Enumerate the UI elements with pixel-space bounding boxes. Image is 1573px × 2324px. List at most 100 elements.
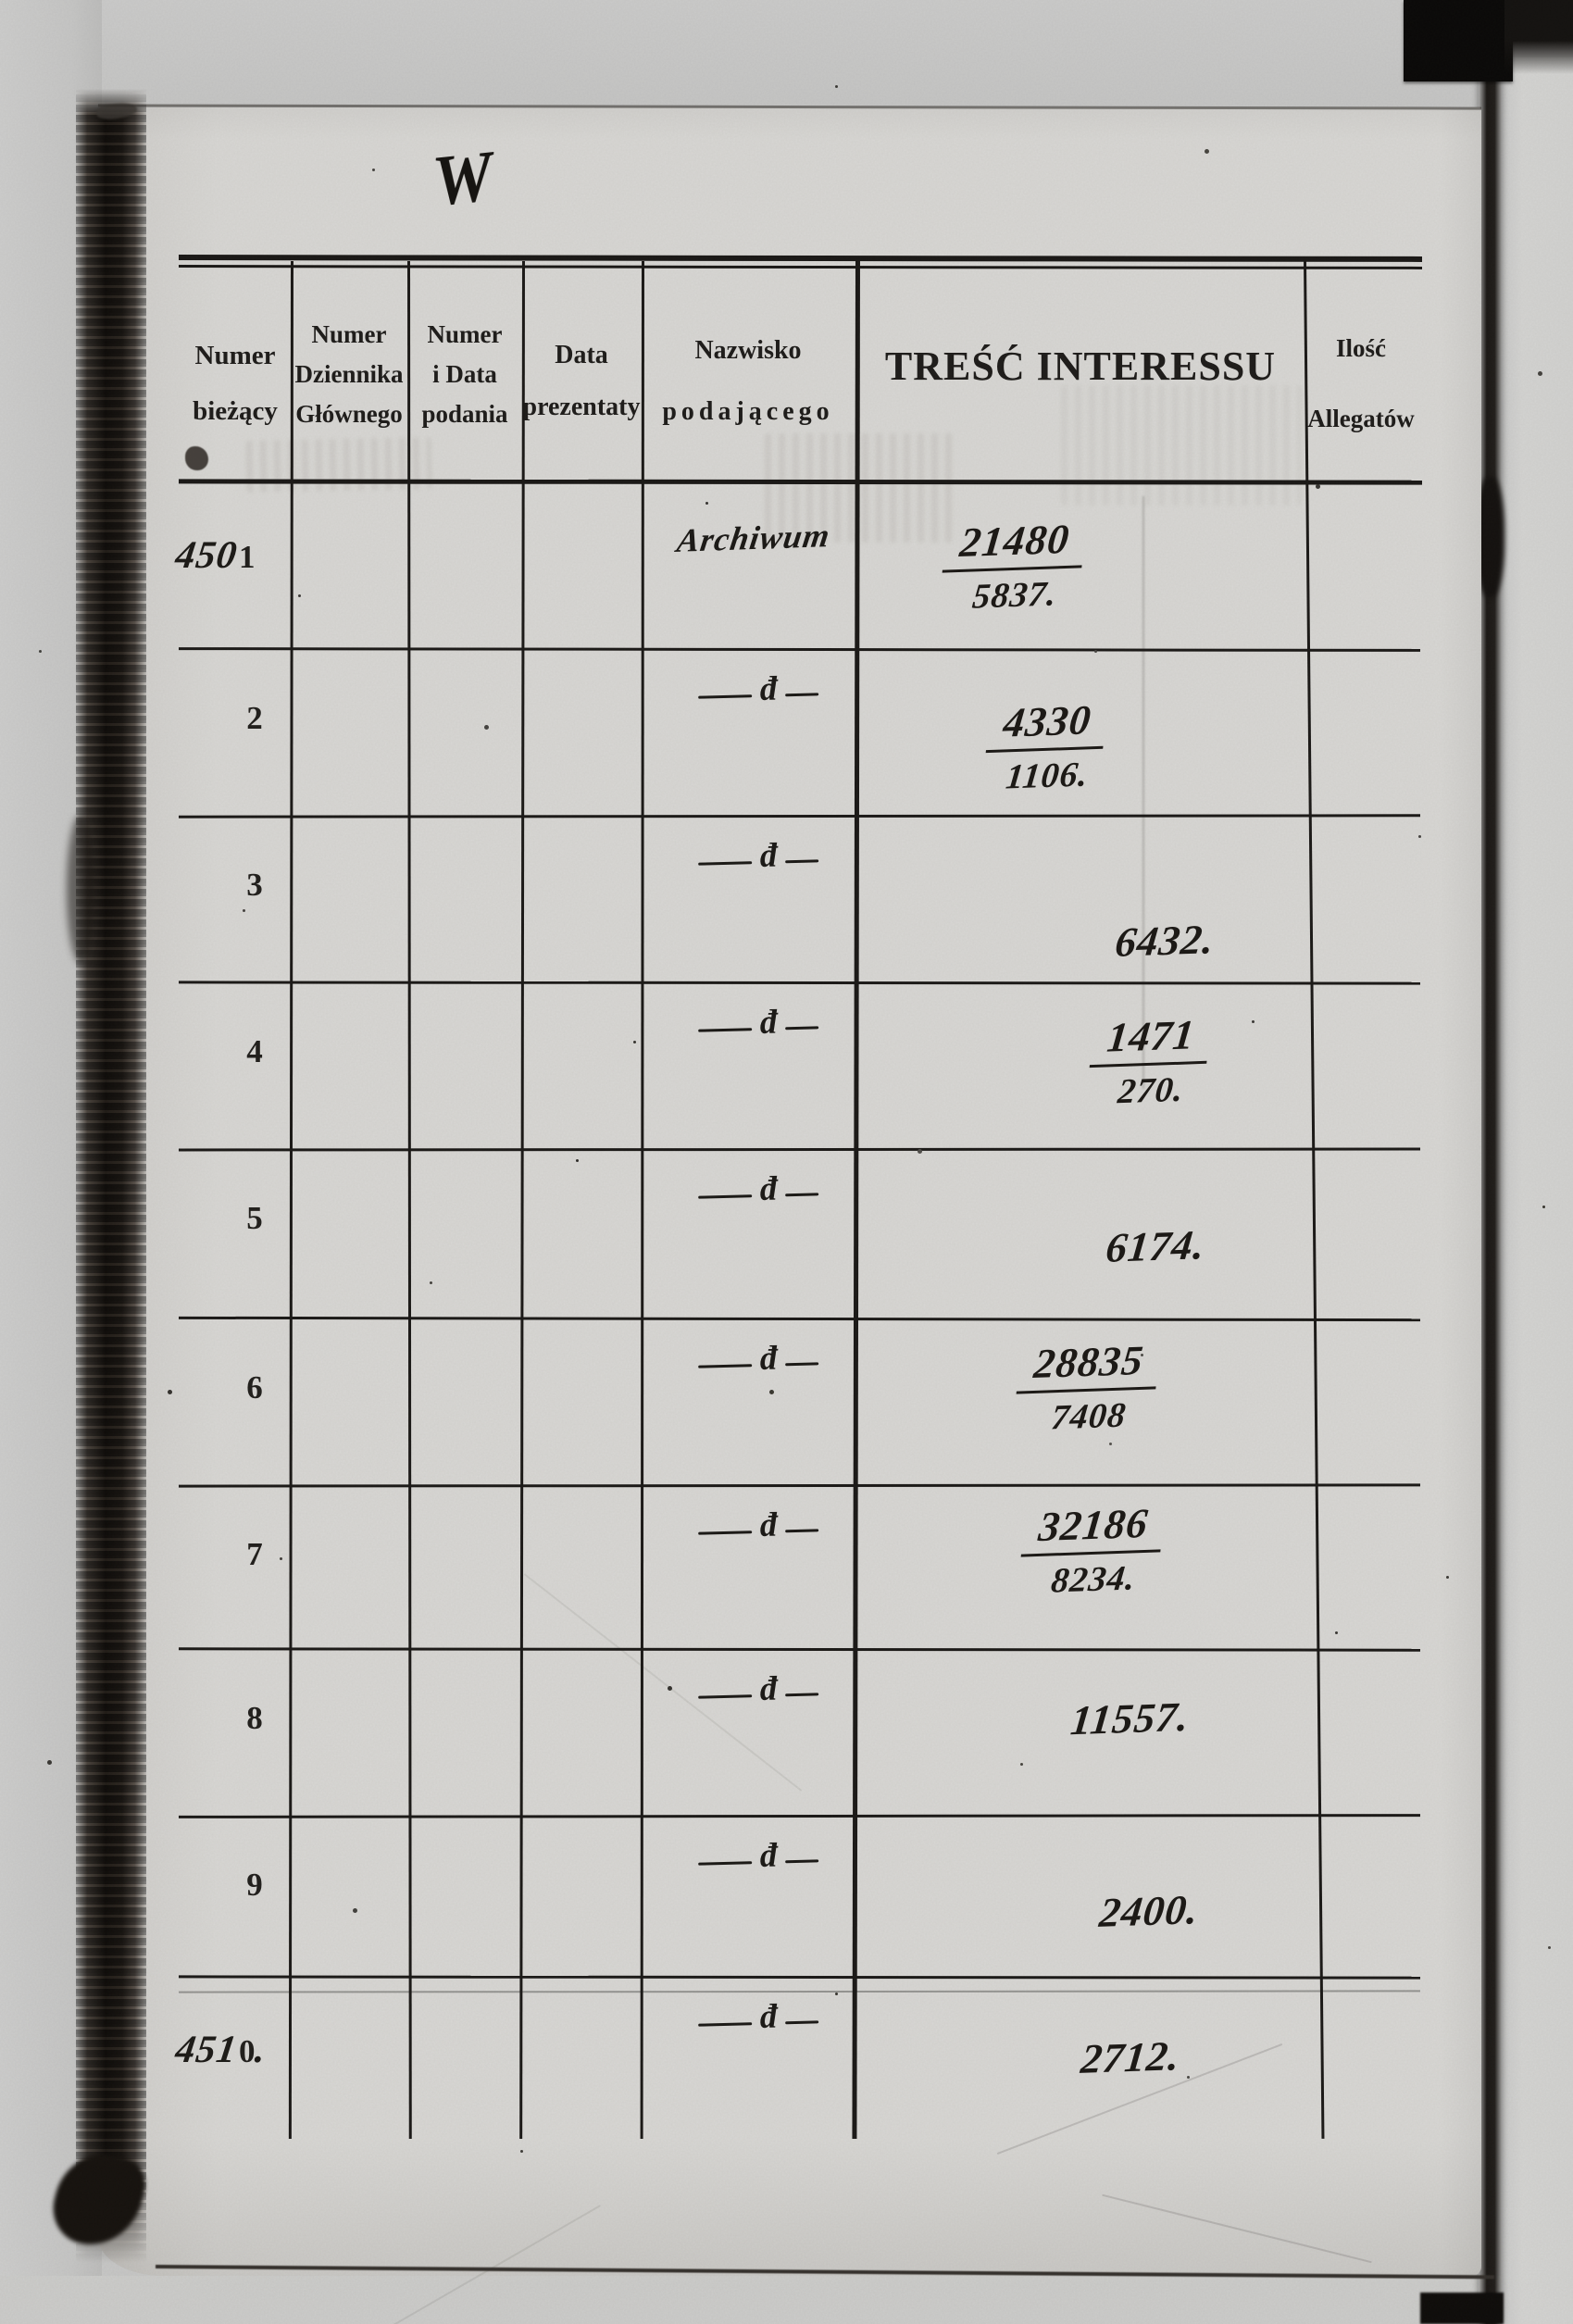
header-line: podającego <box>662 397 834 426</box>
row-number-printed: 9 <box>246 1867 263 1903</box>
row-number-handwritten: 450 <box>172 534 241 577</box>
interessu-value: 2712. <box>982 2032 1279 2082</box>
interessu-value: 28835 7408 <box>941 1335 1237 1437</box>
interessu-value: 4330 1106. <box>899 694 1195 797</box>
ink-showthrough <box>245 437 432 493</box>
value-denominator: 1106. <box>1004 755 1091 797</box>
book-binding-edge <box>76 89 146 2263</box>
ditto-mark: đ <box>652 836 866 876</box>
value-numerator: 2712. <box>1079 2032 1182 2082</box>
ditto-mark: đ <box>652 1997 866 2037</box>
ditto-mark: đ <box>652 1169 866 1209</box>
table-row-rule <box>178 1990 1421 1993</box>
ditto-glyph: đ <box>759 836 778 875</box>
table-row-rule <box>178 1814 1421 1818</box>
interessu-value: 21480 5837. <box>867 514 1163 617</box>
ditto-dash <box>785 859 819 864</box>
value-numerator: 21480 <box>942 514 1088 573</box>
table-row-rule <box>178 1483 1421 1488</box>
table-column-rule <box>407 260 412 2140</box>
ditto-glyph: đ <box>759 1997 778 2036</box>
value-numerator: 6174. <box>1104 1221 1207 1271</box>
ditto-dash <box>697 1194 752 1199</box>
value-numerator: 6432. <box>1113 916 1217 966</box>
row-number: 4 <box>189 1033 318 1070</box>
ditto-dash <box>697 1861 752 1866</box>
ditto-dash <box>697 2022 752 2027</box>
ditto-dash <box>785 1859 819 1864</box>
ink-showthrough <box>1061 385 1302 506</box>
ditto-dash <box>785 1529 819 1533</box>
value-numerator: 28835 <box>1016 1335 1162 1394</box>
table-row-rule <box>178 1647 1421 1652</box>
interessu-value: 32186 8234. <box>945 1498 1242 1601</box>
table-row-rule <box>178 1316 1421 1322</box>
row-number-printed: 3 <box>246 867 263 903</box>
column-header-nazwisko: Nazwisko podającego <box>644 320 852 443</box>
page-gutter-shadow <box>1479 51 1502 2324</box>
ditto-mark: đ <box>652 1003 866 1043</box>
ditto-dash <box>697 1531 752 1535</box>
ditto-glyph: đ <box>759 1003 778 1042</box>
row-number: 4501 <box>172 533 398 578</box>
ditto-dash <box>785 1362 819 1367</box>
table-row-rule <box>178 1147 1421 1152</box>
ditto-mark: đ <box>652 1669 866 1709</box>
value-denominator: 270. <box>1116 1069 1186 1112</box>
ditto-glyph: đ <box>759 1836 778 1875</box>
ditto-dash <box>785 2020 819 2025</box>
column-header-tresc-interessu: TREŚĆ INTERESSU <box>865 344 1296 389</box>
book-binding-edge <box>67 815 94 963</box>
register-page: W Numer bieżący Numer Dziennika Głównego… <box>98 107 1481 2324</box>
row-number-printed: 4 <box>246 1033 263 1069</box>
row-number: 4510. <box>172 2028 398 2072</box>
table-top-rule <box>178 255 1423 262</box>
scanner-background-top <box>0 0 1573 109</box>
ditto-dash <box>785 693 819 697</box>
ditto-dash <box>697 1694 752 1699</box>
row-number: 8 <box>189 1700 318 1737</box>
handwritten-monogram: W <box>429 135 497 222</box>
row-number: 5 <box>189 1200 318 1237</box>
scan-black-corner <box>1420 2293 1504 2324</box>
ditto-glyph: đ <box>759 1506 778 1544</box>
value-denominator: 8234. <box>1049 1558 1138 1601</box>
ditto-dash <box>785 1193 819 1197</box>
value-denominator: 5837. <box>970 574 1059 617</box>
table-column-rule <box>519 260 525 2139</box>
table-row-rule <box>178 647 1421 652</box>
row-number-handwritten: 451 <box>172 2029 241 2071</box>
ditto-dash <box>785 1693 819 1697</box>
value-numerator: 32186 <box>1020 1498 1167 1557</box>
row-number-printed: 2 <box>246 700 263 736</box>
dust-specks <box>0 0 3 3</box>
interessu-value: 2400. <box>1001 1886 1297 1936</box>
ditto-mark: đ <box>652 1339 866 1379</box>
row-number: 7 <box>189 1536 318 1573</box>
table-row-rule <box>178 814 1421 818</box>
table-row-rule <box>178 1975 1421 1980</box>
row-number-printed: 8 <box>246 1700 263 1736</box>
ink-blot <box>185 446 208 470</box>
ditto-glyph: đ <box>759 1669 778 1708</box>
scan-black-corner <box>1404 0 1513 81</box>
ditto-dash <box>785 1026 819 1031</box>
ditto-dash <box>697 1364 752 1368</box>
table-row-rule <box>178 981 1421 985</box>
value-numerator: 11557. <box>1068 1693 1192 1744</box>
value-numerator: 1471 <box>1089 1009 1213 1068</box>
row-number: 2 <box>189 700 318 737</box>
interessu-value: 1471 270. <box>1003 1009 1299 1111</box>
paper-scratch <box>1102 2193 1372 2264</box>
row-number: 6 <box>189 1369 318 1406</box>
row-number-printed: 6 <box>246 1369 263 1406</box>
ditto-glyph: đ <box>759 1339 778 1378</box>
value-numerator: 2400. <box>1097 1886 1201 1936</box>
interessu-value: 6432. <box>1017 916 1313 966</box>
header-line: Nazwisko <box>694 336 802 365</box>
submitter-name-handwritten: Archiwum <box>674 517 833 559</box>
interessu-value: 11557. <box>982 1693 1279 1744</box>
ditto-mark: đ <box>652 1836 866 1876</box>
row-number: 3 <box>189 867 318 904</box>
